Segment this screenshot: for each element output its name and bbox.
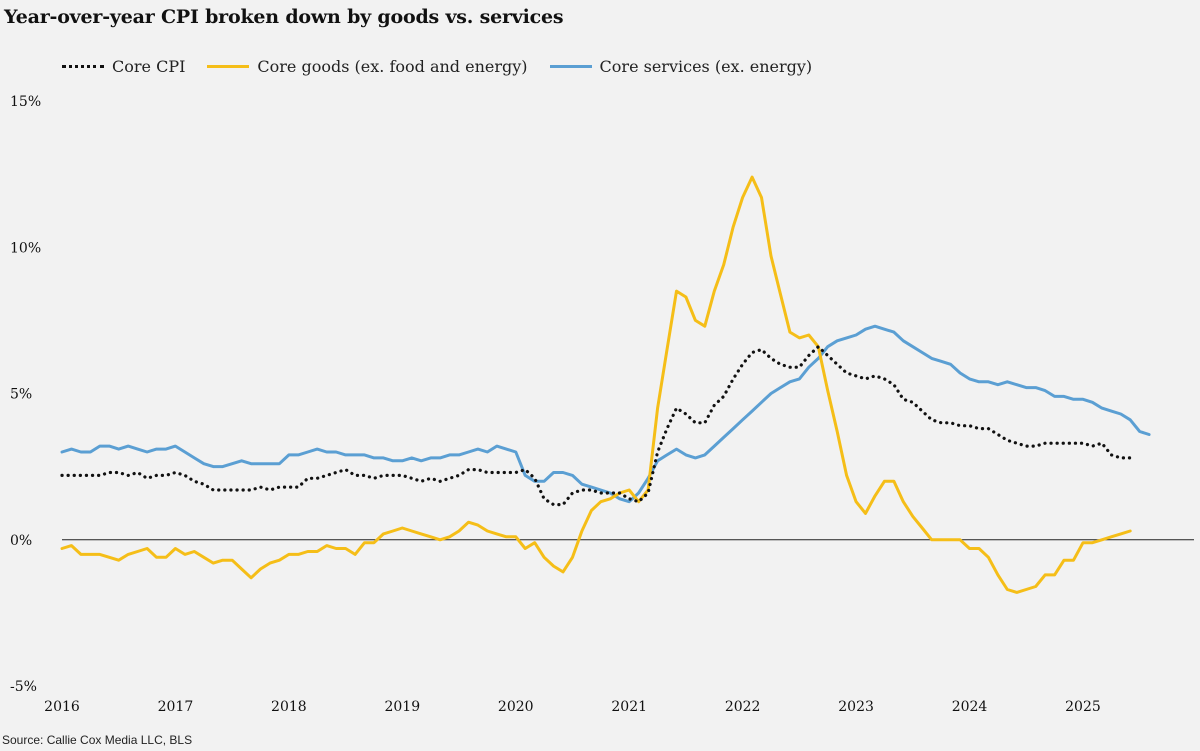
x-tick-label: 2016 [44,699,80,715]
legend-item-core-cpi: Core CPI [62,57,185,76]
y-tick-label: 0% [10,533,32,549]
source-note: Source: Callie Cox Media LLC, BLS [2,733,193,747]
legend-swatch-core-services [549,65,592,68]
legend-swatch-core-goods [207,65,250,68]
legend-label-core-goods: Core goods (ex. food and energy) [257,57,528,76]
legend-item-core-goods: Core goods (ex. food and energy) [207,57,528,76]
x-tick-label: 2018 [271,699,307,715]
y-tick-label: -5% [10,679,37,695]
legend-label-core-cpi: Core CPI [112,57,186,76]
y-tick-label: 5% [10,387,32,403]
chart-legend: Core CPI Core goods (ex. food and energy… [62,57,834,76]
x-tick-label: 2024 [952,699,988,715]
series-line-core-cpi [60,345,1132,507]
x-tick-label: 2025 [1065,699,1101,715]
legend-swatch-core-cpi [62,65,104,68]
chart-title: Year-over-year CPI broken down by goods … [4,6,564,28]
x-tick-label: 2019 [384,699,420,715]
x-tick-label: 2022 [725,699,761,715]
x-tick-label: 2020 [498,699,534,715]
y-tick-label: 15% [10,94,41,110]
x-tick-label: 2023 [838,699,874,715]
x-tick-label: 2021 [611,699,647,715]
x-tick-label: 2017 [158,699,194,715]
series-line-core-goods-ex-food-and-energy [60,175,1132,594]
y-tick-label: 10% [10,240,41,256]
legend-label-core-services: Core services (ex. energy) [599,57,813,76]
series-line-core-services-ex-energy [60,324,1151,504]
legend-item-core-services: Core services (ex. energy) [549,57,813,76]
